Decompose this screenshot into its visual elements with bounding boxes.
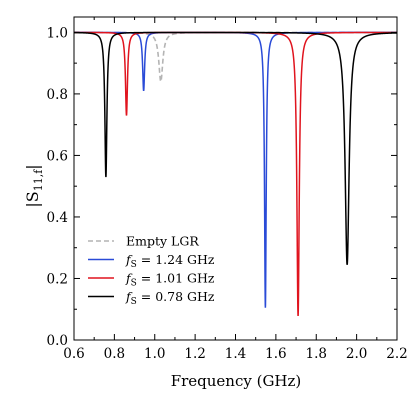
x-tick-label-1: 0.8 [104,346,125,362]
legend-label-3: fS = 0.78 GHz [125,289,215,307]
y-tick-label-1: 0.2 [47,271,68,287]
y-axis-label: |S11,f| [23,164,45,207]
y-axis-label-main: |S [23,191,42,207]
x-tick-label-6: 1.8 [306,346,327,362]
x-tick-label-8: 2.2 [386,346,407,362]
y-axis-label-subscript: 11,f [32,169,45,191]
x-tick-label-3: 1.2 [184,346,205,362]
x-tick-label-4: 1.4 [225,346,246,362]
axes-layer [73,16,398,341]
x-tick-label-0: 0.6 [63,346,84,362]
y-tick-label-5: 1.0 [47,25,68,41]
y-tick-label-3: 0.6 [47,148,68,164]
y-axis-label-end: | [23,164,42,169]
y-tick-label-0: 0.0 [47,333,68,349]
legend-label-0: Empty LGR [126,234,199,249]
series-layer [74,31,397,317]
y-tick-label-4: 0.8 [47,87,68,103]
x-tick-label-2: 1.0 [144,346,165,362]
legend-label-1: fS = 1.24 GHz [125,252,215,270]
legend-label-2: fS = 1.01 GHz [125,271,215,289]
y-tick-label-2: 0.4 [47,210,68,226]
x-tick-label-7: 2.0 [346,346,367,362]
tick-labels: 0.6 0.8 1.0 1.2 1.4 1.6 1.8 2.0 2.2 0.0 0.2 0.4 0.6 0… [47,25,408,362]
series-line-3 [74,31,397,265]
x-axis-label: Frequency (GHz) [171,372,302,390]
x-tick-label-5: 1.6 [265,346,286,362]
